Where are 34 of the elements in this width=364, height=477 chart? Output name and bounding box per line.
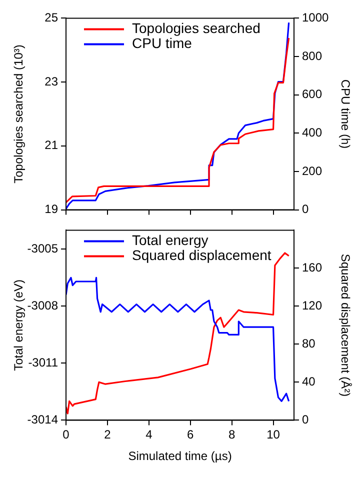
y2-tick-label: 200: [302, 164, 322, 178]
y-axis-title: Topologies searched (10³): [12, 44, 26, 184]
legend-label: Squared displacement: [132, 247, 272, 264]
y2-tick-label: 0: [302, 412, 309, 427]
y-tick-label: -3014: [27, 412, 58, 427]
y-tick-label: -3005: [27, 242, 58, 256]
y-tick-label: 25: [44, 10, 58, 25]
x-tick-label: 4: [146, 428, 153, 442]
x-tick-label: 8: [228, 428, 236, 442]
y2-axis-title: CPU time (h): [338, 79, 352, 149]
x-tick-label: 6: [187, 428, 194, 442]
y-tick-label: -3008: [27, 298, 58, 313]
y2-tick-label: 1000: [302, 10, 330, 25]
y2-tick-label: 800: [302, 48, 322, 63]
y2-tick-label: 160: [302, 260, 322, 275]
y2-tick-label: 40: [302, 374, 316, 389]
y-tick-label: 19: [44, 202, 58, 216]
y2-tick-label: 120: [302, 298, 322, 313]
y-tick-label: 23: [44, 74, 58, 88]
legend-label: Total energy: [132, 232, 208, 248]
x-axis-title: Simulated time (µs): [128, 449, 232, 464]
y-tick-label: -3011: [28, 356, 58, 370]
y-axis-title: Total energy (eV): [12, 280, 26, 371]
x-tick-label: 2: [104, 428, 112, 442]
y2-tick-label: 80: [302, 336, 316, 351]
legend-label: CPU time: [132, 35, 192, 52]
y2-tick-label: 400: [302, 125, 322, 140]
legend-label: Topologies searched: [132, 20, 260, 36]
y-tick-label: 21: [44, 138, 58, 152]
y2-tick-label: 600: [302, 87, 322, 102]
x-tick-label: 0: [62, 428, 70, 442]
y2-axis-title: Squared displacement (Å²): [338, 254, 352, 397]
y2-tick-label: 0: [302, 202, 309, 216]
x-tick-label: 10: [266, 428, 280, 442]
